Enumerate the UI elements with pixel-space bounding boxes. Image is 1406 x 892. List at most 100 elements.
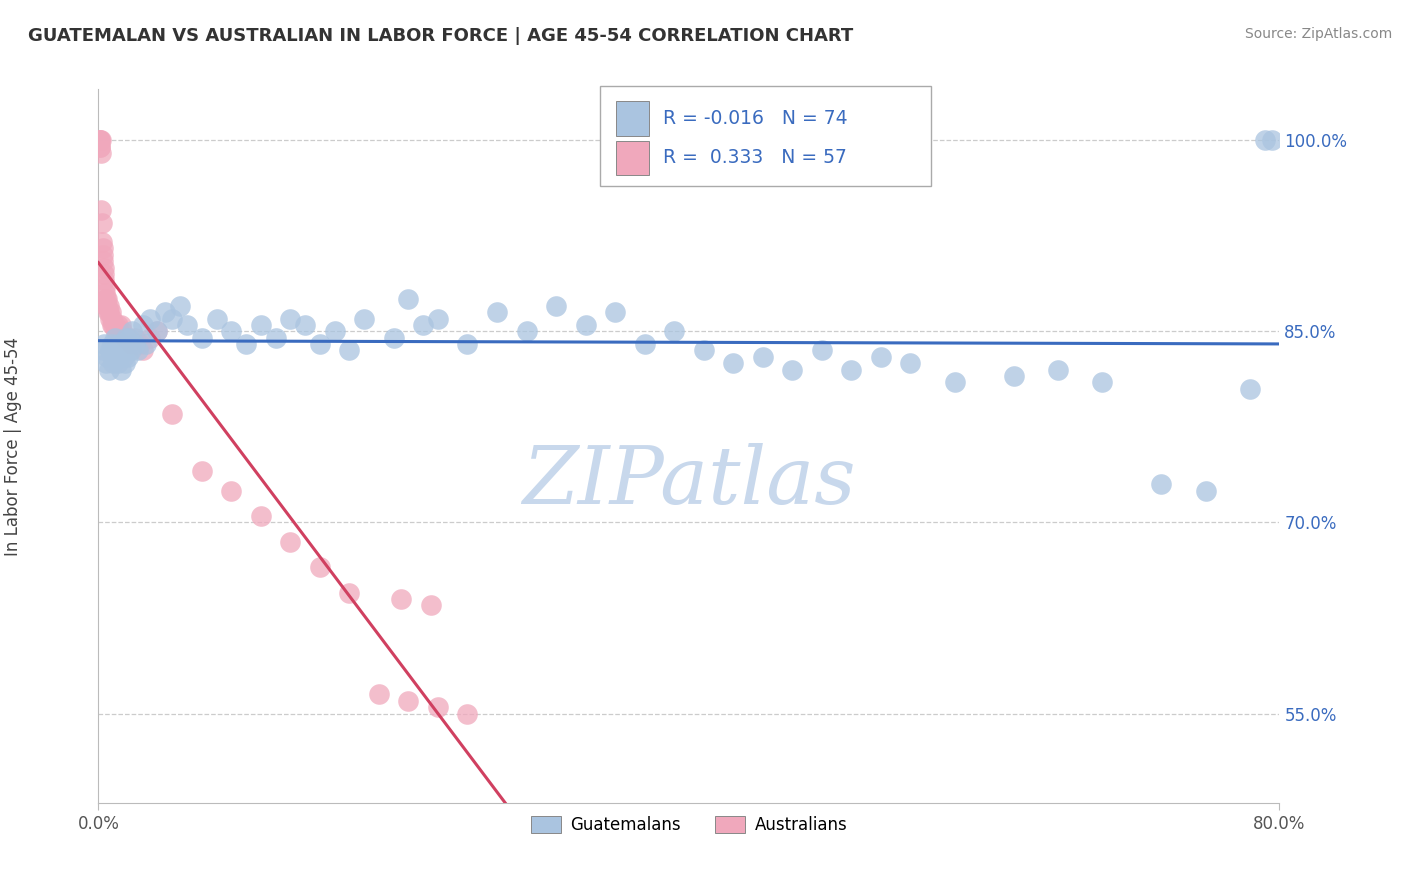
Text: GUATEMALAN VS AUSTRALIAN IN LABOR FORCE | AGE 45-54 CORRELATION CHART: GUATEMALAN VS AUSTRALIAN IN LABOR FORCE … — [28, 27, 853, 45]
Point — [96, 350, 118, 364]
Point — [120, 337, 142, 351]
Point — [118, 331, 141, 345]
Point — [103, 350, 125, 364]
Point — [105, 324, 128, 338]
Point — [135, 337, 157, 351]
FancyBboxPatch shape — [616, 102, 648, 136]
Point — [128, 337, 150, 351]
Point — [250, 509, 273, 524]
Point — [221, 324, 243, 338]
Point — [98, 343, 121, 358]
Point — [89, 133, 111, 147]
Text: R =  0.333   N = 57: R = 0.333 N = 57 — [664, 148, 846, 167]
Point — [91, 248, 114, 262]
Point — [107, 356, 129, 370]
Point — [89, 133, 111, 147]
Point — [97, 362, 120, 376]
Point — [132, 343, 155, 358]
Point — [235, 337, 257, 351]
Point — [89, 139, 111, 153]
FancyBboxPatch shape — [616, 141, 648, 175]
Text: ZIPatlas: ZIPatlas — [522, 443, 856, 520]
Point — [124, 331, 146, 345]
Point — [91, 242, 114, 256]
Point — [93, 279, 115, 293]
Point — [457, 706, 479, 721]
Point — [634, 337, 657, 351]
Point — [127, 343, 149, 358]
Text: Source: ZipAtlas.com: Source: ZipAtlas.com — [1244, 27, 1392, 41]
Point — [162, 311, 183, 326]
Y-axis label: In Labor Force | Age 45-54: In Labor Force | Age 45-54 — [4, 336, 22, 556]
Point — [412, 318, 434, 332]
Point — [264, 331, 287, 345]
Point — [427, 311, 450, 326]
Point — [117, 331, 139, 345]
Point — [368, 688, 391, 702]
Point — [89, 133, 111, 147]
Point — [100, 337, 122, 351]
Point — [93, 337, 115, 351]
Legend: Guatemalans, Australians: Guatemalans, Australians — [524, 809, 853, 841]
Point — [90, 133, 112, 147]
Point — [111, 337, 134, 351]
Point — [782, 362, 804, 376]
Point — [398, 293, 420, 307]
Point — [94, 293, 117, 307]
Point — [427, 700, 450, 714]
Point — [605, 305, 627, 319]
Point — [841, 362, 863, 376]
Point — [117, 350, 139, 364]
Point — [205, 311, 228, 326]
Point — [90, 203, 112, 218]
Point — [124, 337, 146, 351]
Point — [94, 286, 117, 301]
Point — [114, 331, 136, 345]
Point — [105, 350, 128, 364]
Point — [176, 318, 198, 332]
Point — [1150, 477, 1173, 491]
Point — [107, 318, 129, 332]
Point — [110, 362, 132, 376]
Point — [664, 324, 686, 338]
Point — [752, 350, 775, 364]
Point — [96, 293, 118, 307]
Point — [309, 337, 332, 351]
Point — [98, 311, 121, 326]
Point — [900, 356, 922, 370]
Point — [97, 299, 120, 313]
Text: R = -0.016   N = 74: R = -0.016 N = 74 — [664, 109, 848, 128]
Point — [723, 356, 745, 370]
Point — [169, 299, 191, 313]
Point — [93, 260, 115, 275]
Point — [191, 465, 214, 479]
Point — [97, 305, 120, 319]
Point — [323, 324, 346, 338]
Point — [389, 591, 412, 606]
Point — [100, 305, 122, 319]
Point — [120, 343, 142, 358]
Point — [294, 318, 316, 332]
Point — [221, 483, 243, 498]
Point — [108, 324, 131, 338]
Point — [1239, 382, 1261, 396]
Point — [104, 318, 127, 332]
Point — [90, 145, 112, 160]
Point — [486, 305, 509, 319]
Point — [139, 331, 162, 345]
Point — [91, 343, 114, 358]
Point — [693, 343, 716, 358]
Point — [121, 324, 143, 338]
Point — [94, 356, 117, 370]
Point — [1091, 376, 1114, 390]
Point — [103, 318, 125, 332]
Point — [104, 331, 127, 345]
Point — [108, 337, 131, 351]
Point — [191, 331, 214, 345]
Point — [146, 324, 169, 338]
Point — [98, 305, 121, 319]
Point — [353, 311, 375, 326]
Point — [339, 585, 361, 599]
Point — [93, 267, 115, 281]
Point — [96, 299, 118, 313]
